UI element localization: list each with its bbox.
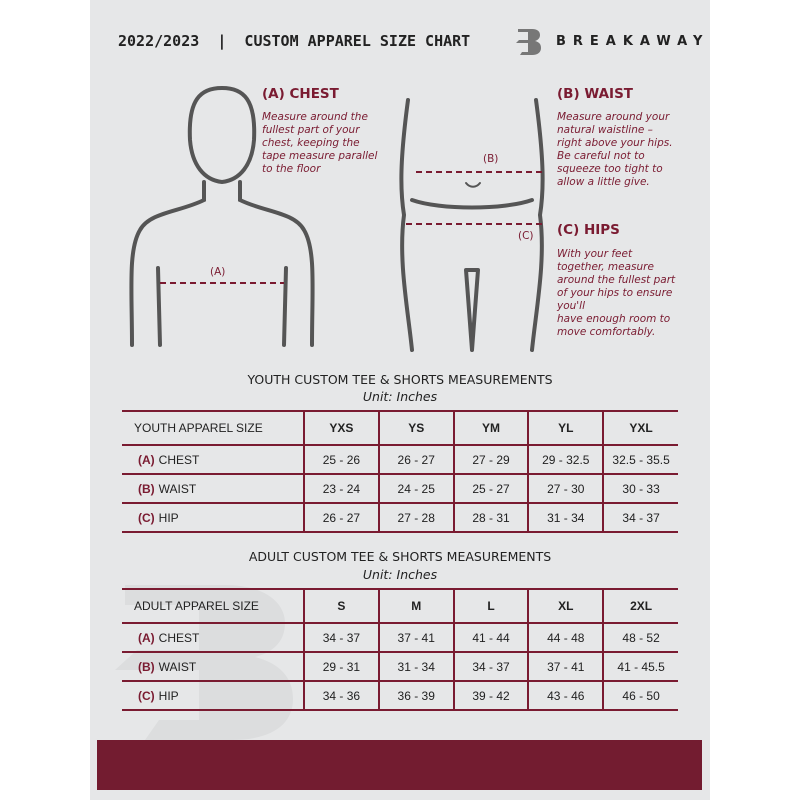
cell: 29 - 32.5	[527, 445, 604, 475]
waist-heading: (B) WAIST	[557, 86, 634, 102]
row-label: (A) CHEST	[122, 623, 304, 653]
table-header-row: ADULT APPAREL SIZE S M L XL 2XL	[122, 588, 678, 624]
cell: 27 - 29	[452, 445, 529, 475]
cell: 31 - 34	[377, 652, 454, 682]
table-row: (B) WAIST 23 - 24 24 - 25 25 - 27 27 - 30 30 …	[122, 474, 678, 504]
waist-description: Measure around your natural waistline – ri…	[557, 111, 673, 188]
cell: 29 - 31	[303, 652, 379, 682]
hips-heading: (C) HIPS	[557, 222, 620, 238]
youth-table-title: YOUTH CUSTOM TEE & SHORTS MEASUREMENTS	[247, 372, 553, 387]
size-header: L	[452, 588, 529, 624]
cell: 27 - 30	[527, 474, 604, 504]
table-row: (A) CHEST 34 - 37 37 - 41 41 - 44 44 - 48 48 …	[122, 623, 678, 653]
cell: 25 - 26	[303, 445, 379, 475]
adult-table-title: ADULT CUSTOM TEE & SHORTS MEASUREMENTS	[248, 549, 552, 564]
table-header-row: YOUTH APPAREL SIZE YXS YS YM YL YXL	[122, 410, 678, 446]
cell: 46 - 50	[602, 681, 678, 711]
brand-name: BREAKAWAY	[556, 34, 710, 49]
cell: 26 - 27	[377, 445, 454, 475]
cell: 34 - 37	[452, 652, 529, 682]
size-header: XL	[527, 588, 604, 624]
cell: 37 - 41	[527, 652, 604, 682]
adult-unit: Unit: Inches	[362, 567, 438, 582]
body-figures	[129, 85, 545, 352]
row-label: (A) CHEST	[122, 445, 304, 475]
cell: 24 - 25	[377, 474, 454, 504]
size-header: YL	[527, 410, 604, 446]
size-header: YXS	[303, 410, 379, 446]
cell: 37 - 41	[377, 623, 454, 653]
cell: 36 - 39	[377, 681, 454, 711]
cell: 48 - 52	[602, 623, 678, 653]
lower-body-figure	[399, 98, 545, 352]
cell: 25 - 27	[452, 474, 529, 504]
size-header: M	[377, 588, 454, 624]
table-row: (C) HIP 34 - 36 36 - 39 39 - 42 43 - 46 46 - …	[122, 681, 678, 711]
table-row: (A) CHEST 25 - 26 26 - 27 27 - 29 29 - 32.5 3…	[122, 445, 678, 475]
footer-bar	[97, 740, 702, 790]
cell: 34 - 36	[303, 681, 379, 711]
breakaway-logo-icon	[516, 29, 541, 55]
table-row: (C) HIP 26 - 27 27 - 28 28 - 31 31 - 34 34 - …	[122, 503, 678, 533]
adult-size-table: ADULT APPAREL SIZE S M L XL 2XL (A) CHEST…	[122, 588, 678, 711]
chest-marker: (A)	[210, 266, 226, 278]
cell: 28 - 31	[452, 503, 529, 533]
cell: 41 - 44	[452, 623, 529, 653]
youth-size-table: YOUTH APPAREL SIZE YXS YS YM YL YXL (A) C…	[122, 410, 678, 533]
cell: 30 - 33	[602, 474, 678, 504]
cell: 39 - 42	[452, 681, 529, 711]
cell: 34 - 37	[602, 503, 678, 533]
cell: 23 - 24	[303, 474, 379, 504]
row-label: (B) WAIST	[122, 474, 304, 504]
cell: 27 - 28	[377, 503, 454, 533]
cell: 34 - 37	[303, 623, 379, 653]
youth-unit: Unit: Inches	[362, 389, 438, 404]
cell: 32.5 - 35.5	[602, 445, 678, 475]
size-header: S	[303, 588, 379, 624]
table-row: (B) WAIST 29 - 31 31 - 34 34 - 37 37 - 41 41 …	[122, 652, 678, 682]
upper-body-figure	[129, 85, 315, 347]
cell: 44 - 48	[527, 623, 604, 653]
chest-heading: (A) CHEST	[262, 86, 339, 102]
cell: 41 - 45.5	[602, 652, 678, 682]
row-label: (C) HIP	[122, 503, 304, 533]
row-label: (C) HIP	[122, 681, 304, 711]
header-label: ADULT APPAREL SIZE	[122, 588, 304, 624]
waist-marker: (B)	[483, 153, 499, 165]
cell: 43 - 46	[527, 681, 604, 711]
page-title: 2022/2023 | CUSTOM APPAREL SIZE CHART	[118, 32, 471, 50]
size-header: 2XL	[602, 588, 678, 624]
size-header: YXL	[602, 410, 678, 446]
size-header: YS	[377, 410, 454, 446]
size-header: YM	[452, 410, 529, 446]
cell: 26 - 27	[303, 503, 379, 533]
row-label: (B) WAIST	[122, 652, 304, 682]
chest-description: Measure around the fullest part of your ch…	[262, 111, 378, 175]
hips-description: With your feet together, measure around th…	[557, 248, 676, 338]
hips-marker: (C)	[518, 230, 534, 242]
header-label: YOUTH APPAREL SIZE	[122, 410, 304, 446]
cell: 31 - 34	[527, 503, 604, 533]
